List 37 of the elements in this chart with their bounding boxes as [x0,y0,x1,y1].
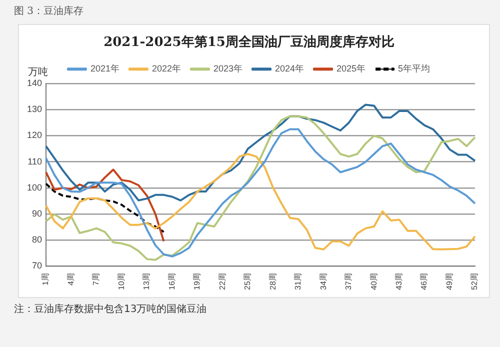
x-tick-label: 46周 [420,273,429,290]
y-tick-label: 120 [26,130,42,140]
y-tick-label: 90 [32,208,42,218]
x-tick-label: 16周 [167,273,176,290]
x-tick-label: 40周 [369,273,378,290]
x-tick-label: 28周 [268,273,278,290]
legend-label: 2024年 [275,64,304,74]
x-tick-label: 25周 [243,273,252,290]
x-tick-label: 19周 [192,273,202,290]
x-tick-label: 22周 [218,273,227,290]
y-tick-label: 70 [32,260,42,271]
x-tick-label: 31周 [294,273,303,290]
y-axis-title: 万吨 [28,66,48,78]
legend-label: 2025年 [336,64,366,74]
x-tick-label: 4周 [66,273,76,286]
caption: 图 3：豆油库存 [14,4,84,18]
x-tick-label: 37周 [344,273,354,290]
legend-label: 2023年 [213,64,243,74]
line-series [45,182,165,233]
y-tick-label: 80 [32,234,42,245]
x-tick-label: 34周 [318,273,328,290]
legend-label: 5年平均 [398,64,430,74]
x-tick-label: 1周 [41,273,50,286]
x-tick-label: 49周 [444,273,454,290]
x-tick-label: 10周 [116,273,126,290]
x-tick-label: 7周 [92,273,101,286]
x-tick-label: 43周 [394,273,404,290]
text: 注：豆油库存数据中包含13万吨的国储豆油 [14,302,207,316]
legend-label: 2022年 [152,64,181,74]
x-tick-label: 52周 [470,273,480,290]
x-tick-label: 13周 [142,273,152,290]
chart-title: 2021-2025年第15周全国油厂豆油周度库存对比 [104,34,394,50]
y-tick-label: 130 [26,104,42,114]
y-tick-label: 110 [28,156,42,166]
y-tick-label: 140 [26,78,42,88]
y-tick-label: 100 [26,182,42,192]
legend-label: 2021年 [90,64,120,74]
